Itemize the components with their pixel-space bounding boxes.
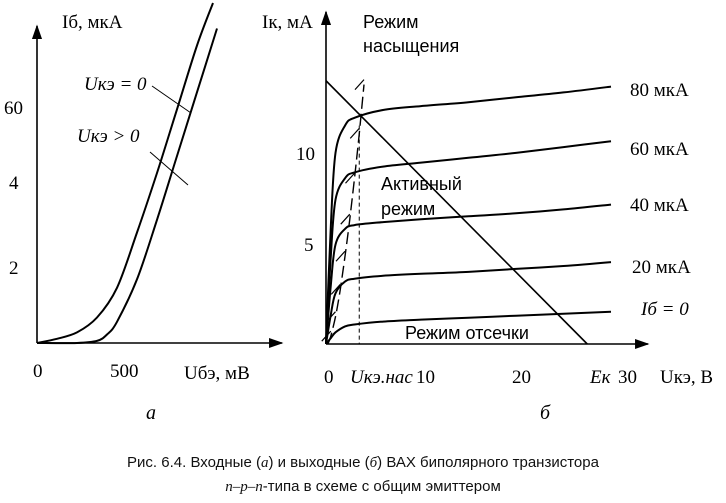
curve-label-40uA: 40 мкА bbox=[630, 195, 689, 216]
output-curve-i-0 bbox=[325, 310, 612, 345]
panel-b-x-tick-0: 0 bbox=[324, 367, 334, 388]
active-region-label-line2: режим bbox=[381, 199, 435, 219]
curve-label-60uA: 60 мкА bbox=[630, 139, 689, 160]
caption-text-3: ) ВАХ биполярного транзистора bbox=[377, 454, 599, 471]
panel-a-curve-label-uce-zero: Uкэ = 0 bbox=[84, 74, 147, 95]
active-region-label-line1: Активный bbox=[381, 174, 462, 194]
panel-b-x-tick-10: 10 bbox=[416, 367, 435, 388]
panel-b: Iк, мА Uкэ, В 0 10 20 30 5 10 Uкэ.нас Eк… bbox=[262, 10, 713, 424]
panel-b-x-tick-20: 20 bbox=[512, 367, 531, 388]
panel-a-label: а bbox=[146, 402, 156, 424]
saturation-hatch-mark bbox=[349, 127, 360, 139]
panel-a-curves bbox=[36, 2, 218, 345]
panel-a-x-tick-0: 0 bbox=[33, 361, 43, 382]
curve-label-ib-zero: Iб = 0 bbox=[640, 299, 689, 320]
panel-a-leader-line-2 bbox=[149, 151, 189, 186]
panel-b-curves bbox=[325, 85, 612, 345]
panel-b-y-tick-5: 5 bbox=[304, 235, 314, 256]
supply-voltage-label: Eк bbox=[589, 367, 612, 388]
saturation-hatch-mark bbox=[345, 172, 355, 184]
panel-a-y-tick-4: 4 bbox=[9, 173, 19, 194]
saturation-hatch-mark bbox=[340, 213, 351, 225]
panel-b-label: б bbox=[540, 402, 551, 424]
caption-text-1: Рис. 6.4. Входные ( bbox=[127, 454, 261, 471]
caption-text-2: ) и выходные ( bbox=[268, 454, 370, 471]
panel-a-x-tick-500: 500 bbox=[110, 361, 139, 382]
saturation-voltage-label: Uкэ.нас bbox=[350, 367, 413, 388]
curve-label-20uA: 20 мкА bbox=[632, 257, 691, 278]
output-curve-60 bbox=[325, 140, 612, 345]
caption-panel-b-ref: б bbox=[369, 455, 378, 471]
panel-a: Iб, мкА Uбэ, мВ 0 500 2 4 60 Uкэ = 0 Uкэ… bbox=[4, 2, 284, 424]
cutoff-region-label: Режим отсечки bbox=[405, 323, 529, 343]
saturation-boundary-curve bbox=[327, 84, 365, 345]
panel-a-y-tick-2: 2 bbox=[9, 258, 19, 279]
panel-a-series-2 bbox=[36, 28, 218, 345]
saturation-hatch-mark bbox=[335, 250, 346, 262]
panel-b-x-tick-30: 30 bbox=[618, 367, 637, 388]
output-curve-80 bbox=[325, 85, 612, 345]
panel-a-series-1 bbox=[36, 2, 214, 344]
figure-caption-line-2: n–p–n-типа в схеме с общим эмиттером bbox=[0, 478, 726, 496]
caption-text-4: -типа в схеме с общим эмиттером bbox=[262, 478, 501, 495]
saturation-region-label-line2: насыщения bbox=[363, 36, 459, 56]
saturation-hatch-mark bbox=[354, 79, 365, 91]
panel-b-y-axis-label: Iк, мА bbox=[262, 12, 313, 33]
figure-caption-line-1: Рис. 6.4. Входные (а) и выходные (б) ВАХ… bbox=[0, 454, 726, 472]
panel-a-y-axis-label: Iб, мкА bbox=[62, 12, 123, 33]
panel-a-curve-label-uce-positive: Uкэ > 0 bbox=[77, 126, 140, 147]
panel-a-x-axis-label: Uбэ, мВ bbox=[184, 363, 250, 384]
saturation-hatch-mark bbox=[330, 283, 341, 295]
caption-npn: n–p–n bbox=[225, 479, 263, 495]
output-curve-40 bbox=[325, 203, 612, 345]
panel-b-y-tick-10: 10 bbox=[296, 144, 315, 165]
panel-a-y-tick-60: 60 bbox=[4, 98, 23, 119]
panel-b-x-axis-label: Uкэ, В bbox=[660, 367, 713, 388]
output-curve-20 bbox=[325, 261, 612, 345]
saturation-region-label-line1: Режим bbox=[363, 12, 419, 32]
curve-label-80uA: 80 мкА bbox=[630, 80, 689, 101]
saturation-hatch bbox=[321, 79, 365, 342]
caption-panel-a-ref: а bbox=[260, 455, 269, 471]
panel-a-leader-line-1 bbox=[151, 85, 192, 114]
load-line bbox=[325, 80, 588, 345]
